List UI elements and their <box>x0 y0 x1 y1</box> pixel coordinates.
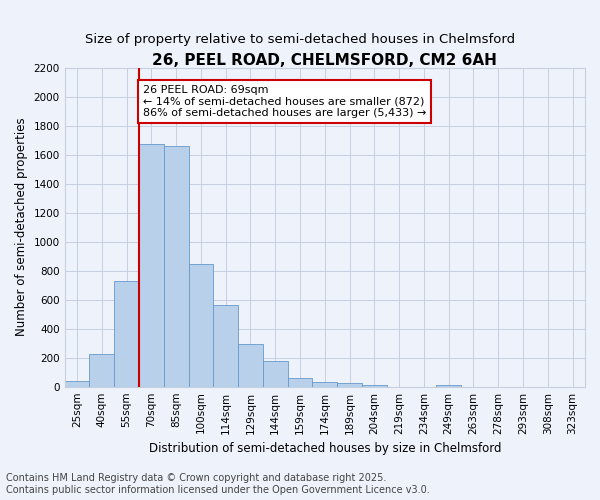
Text: Contains HM Land Registry data © Crown copyright and database right 2025.
Contai: Contains HM Land Registry data © Crown c… <box>6 474 430 495</box>
Bar <box>188 264 214 386</box>
Title: 26, PEEL ROAD, CHELMSFORD, CM2 6AH: 26, PEEL ROAD, CHELMSFORD, CM2 6AH <box>152 52 497 68</box>
Text: 26 PEEL ROAD: 69sqm
← 14% of semi-detached houses are smaller (872)
86% of semi-: 26 PEEL ROAD: 69sqm ← 14% of semi-detach… <box>143 85 426 118</box>
Bar <box>313 382 337 386</box>
Bar <box>214 306 238 386</box>
Bar <box>287 378 313 386</box>
Bar <box>436 384 461 386</box>
Bar <box>164 146 188 386</box>
Bar <box>89 354 114 386</box>
Bar <box>114 282 139 387</box>
X-axis label: Distribution of semi-detached houses by size in Chelmsford: Distribution of semi-detached houses by … <box>149 442 501 455</box>
Bar <box>65 381 89 386</box>
Text: Size of property relative to semi-detached houses in Chelmsford: Size of property relative to semi-detach… <box>85 32 515 46</box>
Bar <box>337 383 362 386</box>
Bar <box>362 384 387 386</box>
Bar <box>238 344 263 387</box>
Bar <box>263 362 287 386</box>
Y-axis label: Number of semi-detached properties: Number of semi-detached properties <box>15 118 28 336</box>
Bar <box>139 144 164 386</box>
